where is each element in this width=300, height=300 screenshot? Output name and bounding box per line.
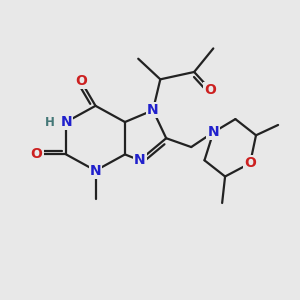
Text: H: H	[45, 116, 55, 128]
Text: N: N	[90, 164, 101, 178]
Text: N: N	[60, 115, 72, 129]
Text: O: O	[244, 156, 256, 170]
Text: O: O	[204, 82, 216, 97]
Text: O: O	[31, 147, 43, 161]
Text: N: N	[147, 103, 159, 117]
Text: N: N	[134, 153, 146, 167]
Text: N: N	[208, 125, 219, 139]
Text: O: O	[75, 74, 87, 88]
